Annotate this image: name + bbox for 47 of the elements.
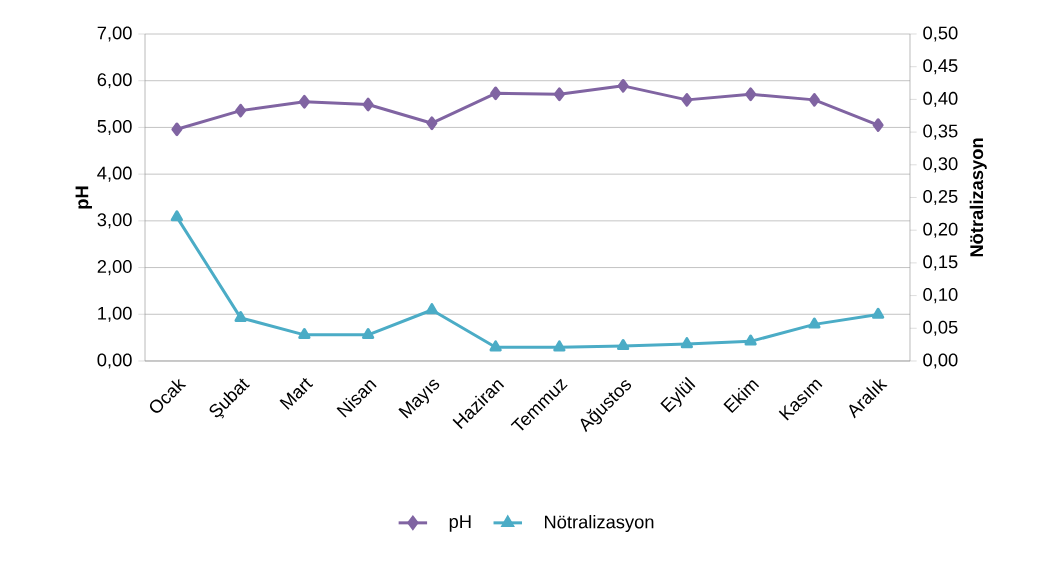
point — [680, 337, 693, 349]
y2-tick-label: 0,00 — [923, 353, 958, 369]
point — [744, 334, 757, 346]
point — [362, 97, 374, 112]
y-tick-label: 6,00 — [97, 73, 132, 89]
point — [553, 340, 566, 352]
point — [425, 303, 438, 315]
point — [808, 317, 821, 329]
y2-tick-label: 0,05 — [923, 320, 958, 336]
point — [362, 328, 375, 339]
point — [170, 210, 184, 222]
point — [745, 87, 757, 102]
y2-tick-label: 0,20 — [923, 222, 958, 238]
y2-tick-label: 0,35 — [923, 124, 958, 140]
y-tick-label: 4,00 — [97, 166, 132, 182]
point — [872, 307, 885, 319]
y-axis-title: pH — [75, 186, 92, 209]
y2-tick-label: 0,40 — [923, 91, 958, 107]
y-tick-label: 0,00 — [97, 353, 132, 369]
point — [872, 118, 884, 132]
point — [171, 122, 183, 137]
point — [490, 86, 502, 101]
point — [553, 87, 565, 102]
y2-tick-label: 0,15 — [923, 255, 958, 271]
y2-tick-label: 0,10 — [923, 288, 958, 304]
y-tick-label: 1,00 — [98, 306, 132, 322]
y2-tick-label: 0,50 — [923, 26, 958, 42]
y-tick-label: 2,00 — [97, 260, 132, 276]
y2-tick-label: 0,30 — [923, 157, 958, 173]
point — [681, 93, 693, 107]
point — [298, 94, 310, 109]
y2-axis-title: Nötralizasyon — [969, 138, 987, 257]
point — [234, 310, 247, 322]
point — [235, 103, 247, 118]
y-tick-label: 7,00 — [97, 26, 132, 42]
point — [617, 339, 630, 351]
point — [808, 93, 820, 107]
y2-tick-label: 0,45 — [923, 59, 958, 75]
point — [489, 340, 502, 352]
legend-label: pH — [449, 515, 471, 532]
y2-tick-label: 0,25 — [923, 189, 958, 206]
y-tick-label: 3,00 — [97, 213, 132, 229]
point — [617, 79, 629, 93]
legend-label: Nötralizasyon — [544, 514, 654, 533]
point — [298, 328, 311, 339]
point — [426, 116, 438, 131]
y-tick-label: 5,00 — [97, 119, 132, 136]
